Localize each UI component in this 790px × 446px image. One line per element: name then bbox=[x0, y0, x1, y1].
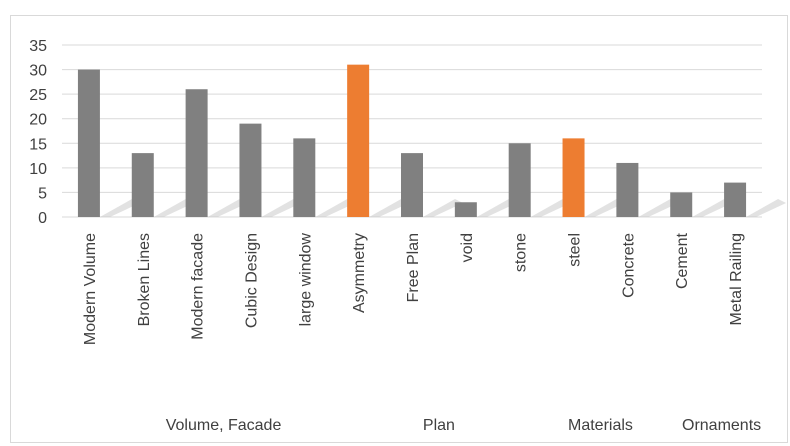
category-label: void bbox=[459, 233, 476, 262]
category-label: Broken Lines bbox=[136, 233, 153, 326]
gridlines bbox=[62, 44, 762, 218]
group-label: Materials bbox=[568, 417, 633, 434]
category-label: Cubic Design bbox=[243, 233, 260, 328]
bar-shadow bbox=[476, 199, 517, 217]
bar-shadow bbox=[423, 199, 463, 217]
bar-steel bbox=[562, 138, 585, 217]
group-label: Ornaments bbox=[682, 417, 761, 434]
bar-metal-railing bbox=[724, 182, 747, 217]
y-axis-ticks: 0 5 10 15 20 25 30 35 bbox=[29, 38, 47, 227]
bar-shadows bbox=[99, 199, 787, 217]
y-tick-label: 10 bbox=[29, 161, 47, 178]
bar-large-window bbox=[293, 138, 316, 217]
y-tick-label: 30 bbox=[29, 63, 47, 80]
bar-cubic-design bbox=[239, 123, 262, 217]
y-tick-label: 20 bbox=[29, 112, 47, 129]
y-tick-label: 35 bbox=[29, 38, 47, 55]
group-labels: Volume, Facade Plan Materials Ornaments bbox=[166, 417, 761, 434]
category-label: Modern Volume bbox=[82, 233, 99, 345]
bar-shadow bbox=[369, 199, 410, 217]
bar-shadow bbox=[99, 199, 140, 217]
category-label: Asymmetry bbox=[351, 233, 368, 313]
bar-stone bbox=[508, 143, 531, 217]
bar-shadow bbox=[584, 199, 625, 217]
bar-concrete bbox=[616, 162, 639, 217]
bar-broken-lines bbox=[131, 153, 154, 217]
group-label: Plan bbox=[423, 417, 455, 434]
bar-shadow bbox=[207, 199, 248, 217]
bar-shadow bbox=[261, 199, 302, 217]
bar-shadow bbox=[692, 199, 733, 217]
bar-modern-facade bbox=[185, 89, 208, 217]
bar-shadow bbox=[530, 199, 571, 217]
bar-shadow bbox=[315, 199, 356, 217]
category-label: large window bbox=[297, 233, 314, 327]
category-label: Free Plan bbox=[405, 233, 422, 302]
y-tick-label: 5 bbox=[38, 185, 47, 202]
category-label: Cement bbox=[674, 232, 691, 289]
chart-frame bbox=[10, 15, 788, 443]
category-label: Modern facade bbox=[190, 233, 207, 340]
category-label: steel bbox=[567, 233, 584, 267]
bar-void bbox=[454, 202, 477, 217]
category-label: Metal Railing bbox=[728, 233, 745, 325]
category-label: stone bbox=[513, 233, 530, 272]
category-labels: Modern Volume Broken Lines Modern facade Cu… bbox=[82, 232, 745, 345]
bars bbox=[77, 64, 747, 218]
y-tick-label: 0 bbox=[38, 210, 47, 227]
y-tick-label: 15 bbox=[29, 136, 47, 153]
bar-modern-volume bbox=[77, 69, 100, 217]
bar-shadow bbox=[153, 199, 194, 217]
group-label: Volume, Facade bbox=[166, 417, 282, 434]
bar-shadow bbox=[638, 199, 679, 217]
bar-asymmetry bbox=[347, 64, 370, 218]
category-label: Concrete bbox=[620, 233, 637, 298]
bar-cement bbox=[670, 192, 693, 217]
y-tick-label: 25 bbox=[29, 87, 47, 104]
bar-shadow bbox=[746, 199, 787, 217]
bar-free-plan bbox=[401, 153, 423, 217]
